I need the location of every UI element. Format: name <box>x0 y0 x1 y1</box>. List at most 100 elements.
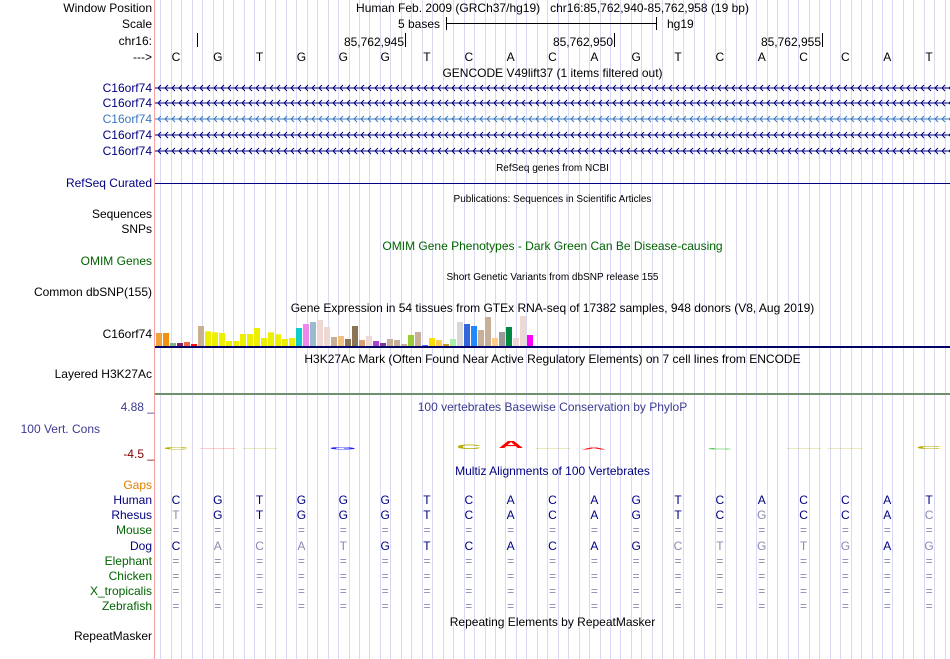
gtex-tissue-bar[interactable] <box>177 343 183 346</box>
gtex-tissue-bar[interactable] <box>457 322 463 346</box>
gtex-tissue-bar[interactable] <box>436 340 442 346</box>
repeatmasker-track-title[interactable]: Repeating Elements by RepeatMasker <box>449 615 656 629</box>
gencode-gene-models[interactable] <box>155 80 950 160</box>
omim-track-title[interactable]: OMIM Gene Phenotypes - Dark Green Can Be… <box>382 239 723 253</box>
gtex-tissue-bar[interactable] <box>387 339 393 346</box>
gtex-tissue-bar[interactable] <box>366 336 372 346</box>
gtex-tissue-bar[interactable] <box>303 324 309 346</box>
gtex-tissue-bar[interactable] <box>443 344 449 346</box>
strand-chevron-icon <box>374 84 379 92</box>
refseq-curated-label[interactable]: RefSeq Curated <box>65 176 152 190</box>
gencode-item-label[interactable]: C16orf74 <box>102 81 152 95</box>
gtex-tissue-bar[interactable] <box>163 333 169 346</box>
refseq-gene-line[interactable] <box>155 183 950 184</box>
cons-track-title[interactable]: 100 vertebrates Basewise Conservation by… <box>417 400 688 414</box>
sequences-label[interactable]: Sequences <box>91 207 152 221</box>
gtex-tissue-bar[interactable] <box>359 340 365 346</box>
gtex-tissue-bar[interactable] <box>226 341 232 346</box>
gtex-tissue-bar[interactable] <box>212 332 218 346</box>
gtex-tissue-bar[interactable] <box>471 326 477 346</box>
gtex-tissue-bar[interactable] <box>422 345 428 346</box>
gtex-tissue-bar[interactable] <box>198 326 204 346</box>
gtex-tissue-bar[interactable] <box>317 320 323 346</box>
gaps-label[interactable]: Gaps <box>123 478 152 492</box>
gtex-tissue-bar[interactable] <box>254 328 260 346</box>
cons-label[interactable]: 100 Vert. Cons <box>20 422 100 436</box>
gtex-tissue-bar[interactable] <box>275 334 281 346</box>
gtex-tissue-bar[interactable] <box>331 337 337 346</box>
strand-chevron-icon <box>542 84 547 92</box>
omim-genes-label[interactable]: OMIM Genes <box>80 254 152 268</box>
gtex-tissue-bar[interactable] <box>324 327 330 346</box>
gtex-tissue-bar[interactable] <box>492 338 498 346</box>
strand-chevron-icon <box>570 131 575 139</box>
gtex-tissue-bar[interactable] <box>352 326 358 346</box>
gtex-tissue-bar[interactable] <box>450 339 456 346</box>
species-label[interactable]: Zebrafish <box>101 599 152 614</box>
gtex-tissue-bar[interactable] <box>296 328 302 346</box>
species-label[interactable]: Dog <box>129 538 152 553</box>
strand-chevron-icon <box>906 131 911 139</box>
gencode-item-label[interactable]: C16orf74 <box>102 112 152 126</box>
species-label[interactable]: Elephant <box>104 553 152 568</box>
gtex-tissue-bar[interactable] <box>289 338 295 346</box>
refseq-track-title[interactable]: RefSeq genes from NCBI <box>496 163 609 174</box>
strand-chevron-icon <box>262 99 267 107</box>
gtex-tissue-bar[interactable] <box>338 336 344 346</box>
multiz-track-title[interactable]: Multiz Alignments of 100 Vertebrates <box>455 464 650 478</box>
gtex-tissue-bar[interactable] <box>429 338 435 346</box>
strand-chevron-icon <box>255 84 260 92</box>
species-label[interactable]: Mouse <box>115 523 152 538</box>
strand-chevron-icon <box>409 131 414 139</box>
gtex-tissue-bar[interactable] <box>499 332 505 346</box>
snps-label[interactable]: SNPs <box>121 222 152 236</box>
strand-chevron-icon <box>703 115 708 123</box>
gtex-tissue-bar[interactable] <box>184 342 190 346</box>
gtex-tissue-bar[interactable] <box>261 338 267 346</box>
gtex-bar-chart[interactable] <box>155 314 540 348</box>
gtex-tissue-bar[interactable] <box>408 335 414 346</box>
gtex-tissue-bar[interactable] <box>415 332 421 346</box>
species-label[interactable]: Chicken <box>108 569 152 583</box>
gtex-tissue-bar[interactable] <box>156 333 162 346</box>
gencode-item-label[interactable]: C16orf74 <box>102 128 152 142</box>
gtex-tissue-bar[interactable] <box>310 322 316 346</box>
strand-chevron-icon <box>857 131 862 139</box>
gtex-tissue-bar[interactable] <box>513 338 519 346</box>
gtex-tissue-bar[interactable] <box>205 331 211 346</box>
gtex-tissue-bar[interactable] <box>485 317 491 346</box>
gtex-tissue-bar[interactable] <box>380 343 386 346</box>
gtex-tissue-bar[interactable] <box>268 332 274 346</box>
gtex-tissue-bar[interactable] <box>520 316 526 346</box>
gencode-track-title[interactable]: GENCODE V49lift37 (1 items filtered out) <box>442 66 663 80</box>
dbsnp-label[interactable]: Common dbSNP(155) <box>33 285 152 299</box>
gtex-tissue-bar[interactable] <box>506 327 512 346</box>
species-label[interactable]: Rhesus <box>111 508 152 523</box>
gtex-tissue-bar[interactable] <box>191 344 197 346</box>
gtex-tissue-bar[interactable] <box>394 340 400 346</box>
gtex-tissue-bar[interactable] <box>464 324 470 346</box>
species-label[interactable]: X_tropicalis <box>89 584 152 599</box>
gtex-tissue-bar[interactable] <box>247 334 253 346</box>
gtex-tissue-bar[interactable] <box>219 333 225 346</box>
publications-track-title[interactable]: Publications: Sequences in Scientific Ar… <box>453 194 652 205</box>
strand-chevron-icon <box>913 131 918 139</box>
gtex-tissue-bar[interactable] <box>170 343 176 346</box>
dbsnp-track-title[interactable]: Short Genetic Variants from dbSNP releas… <box>446 272 659 283</box>
gtex-tissue-bar[interactable] <box>478 330 484 346</box>
gtex-gene-label[interactable]: C16orf74 <box>102 327 152 341</box>
gtex-tissue-bar[interactable] <box>240 334 246 346</box>
gtex-tissue-bar[interactable] <box>373 341 379 346</box>
gencode-item-label[interactable]: C16orf74 <box>102 144 152 158</box>
h3k27ac-label[interactable]: Layered H3K27Ac <box>54 367 152 381</box>
gtex-tissue-bar[interactable] <box>401 344 407 346</box>
h3k27ac-track-title[interactable]: H3K27Ac Mark (Often Found Near Active Re… <box>304 352 801 366</box>
gtex-tissue-bar[interactable] <box>527 335 533 346</box>
repeatmasker-label[interactable]: RepeatMasker <box>73 629 152 643</box>
gtex-tissue-bar[interactable] <box>282 339 288 346</box>
species-label[interactable]: Human <box>113 493 152 507</box>
gencode-item-label[interactable]: C16orf74 <box>102 96 152 110</box>
gtex-track-title[interactable]: Gene Expression in 54 tissues from GTEx … <box>290 301 815 315</box>
gtex-tissue-bar[interactable] <box>233 341 239 346</box>
gtex-tissue-bar[interactable] <box>345 339 351 346</box>
